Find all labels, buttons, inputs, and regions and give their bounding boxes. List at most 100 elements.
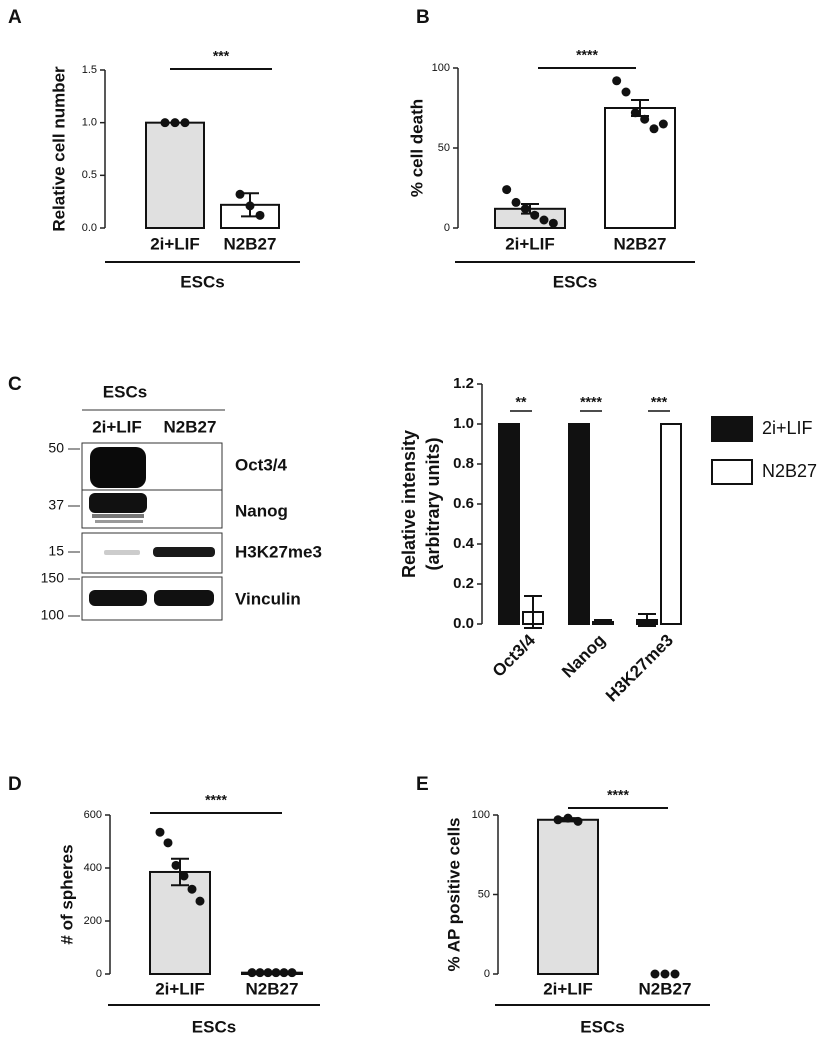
y-tick-label: 0 [484, 968, 490, 980]
legend-label: 2i+LIF [762, 418, 813, 438]
y-axis-label: % cell death [407, 99, 426, 197]
data-point [187, 884, 197, 894]
data-point [247, 968, 257, 978]
significance-label: ** [516, 394, 527, 410]
y-tick-label: 1.2 [453, 375, 474, 392]
data-point [179, 871, 189, 881]
panel-letter: E [416, 774, 429, 795]
y-tick-label: 0.5 [82, 169, 97, 181]
y-tick-label: 600 [84, 809, 102, 821]
blot-group: ESCs [103, 382, 147, 401]
data-point [563, 813, 573, 823]
x-tick-label: N2B27 [639, 979, 692, 998]
data-point [263, 968, 273, 978]
western-blot: C ESCs 2i+LIF N2B27 Oct3/4 Nanog H3K27me… [8, 374, 322, 623]
protein-label: Oct3/4 [235, 455, 288, 474]
y-tick-label: 1.0 [82, 117, 97, 129]
group-label: ESCs [580, 1017, 624, 1036]
bar [537, 818, 599, 976]
significance-label: *** [651, 394, 668, 410]
data-point [180, 118, 190, 128]
panel-letter: C [8, 374, 22, 395]
y-tick-label: 0.8 [453, 455, 474, 472]
data-point [171, 860, 181, 870]
y-axis-label: Relative cell number [49, 66, 68, 232]
data-point [649, 124, 659, 134]
data-point [548, 218, 558, 228]
blot-band [89, 493, 147, 513]
group-label: ESCs [553, 272, 597, 291]
data-point [195, 896, 205, 906]
marker-label: 15 [48, 543, 64, 559]
data-point [612, 76, 622, 86]
data-point [670, 969, 680, 979]
data-point [650, 969, 660, 979]
data-point [170, 118, 180, 128]
y-tick-label: 100 [432, 62, 450, 74]
data-point [160, 118, 170, 128]
data-point [621, 87, 631, 97]
significance-label: **** [205, 792, 227, 808]
data-point [279, 968, 289, 978]
data-point [553, 815, 563, 825]
y-tick-label: 0.2 [453, 575, 474, 592]
lane-label: N2B27 [164, 417, 217, 436]
data-point [640, 114, 650, 124]
y-axis-label: # of spheres [57, 844, 76, 944]
data-point [235, 189, 245, 199]
x-tick-label: 2i+LIF [543, 979, 593, 998]
data-point [630, 108, 640, 118]
y-axis-label: % AP positive cells [444, 817, 463, 971]
y-tick-label: 1.0 [453, 415, 474, 432]
y-tick-label: 0.0 [453, 615, 474, 632]
marker-ticks [68, 448, 80, 617]
data-point [511, 197, 521, 207]
y-tick-label: 0 [444, 222, 450, 234]
group-label: ESCs [192, 1017, 236, 1036]
data-point [163, 838, 173, 848]
x-tick-label: N2B27 [614, 234, 667, 253]
x-tick-label: N2B27 [224, 234, 277, 253]
data-point [245, 201, 255, 211]
significance-label: *** [213, 48, 230, 64]
y-tick-label: 0.4 [453, 535, 475, 552]
group-label: ESCs [180, 272, 224, 291]
significance-label: **** [580, 394, 602, 410]
significance-label: **** [607, 787, 629, 803]
y-tick-label: 1.5 [82, 64, 97, 76]
panel-letter: B [416, 7, 430, 28]
x-tick-label: 2i+LIF [155, 979, 205, 998]
blot-band [89, 590, 147, 606]
marker-label: 50 [48, 440, 64, 456]
legend-label: N2B27 [762, 461, 817, 481]
error-bar [524, 595, 542, 629]
legend-swatch [711, 459, 753, 485]
y-tick-label: 50 [478, 888, 490, 900]
y-tick-label: 100 [472, 809, 490, 821]
blot-band [153, 547, 215, 557]
x-tick-label: 2i+LIF [505, 234, 555, 253]
data-point [520, 204, 530, 214]
data-point [658, 119, 668, 129]
protein-label: H3K27me3 [235, 542, 322, 561]
x-tick-label: N2B27 [246, 979, 299, 998]
significance-label: **** [576, 47, 598, 63]
blot-band [90, 447, 146, 488]
data-point [573, 816, 583, 826]
y-tick-label: 0.6 [453, 495, 474, 512]
data-point [255, 210, 265, 220]
protein-label: Nanog [235, 501, 288, 520]
marker-label: 100 [41, 607, 65, 623]
bar [568, 423, 590, 625]
data-point [539, 215, 549, 225]
data-point [530, 210, 540, 220]
y-tick-label: 200 [84, 915, 102, 927]
blot-band [104, 550, 140, 555]
bar [660, 423, 682, 625]
panel-letter: D [8, 774, 22, 795]
y-axis-label: (arbitrary units) [423, 437, 443, 570]
error-bar [638, 613, 656, 627]
y-tick-label: 0.0 [82, 222, 97, 234]
